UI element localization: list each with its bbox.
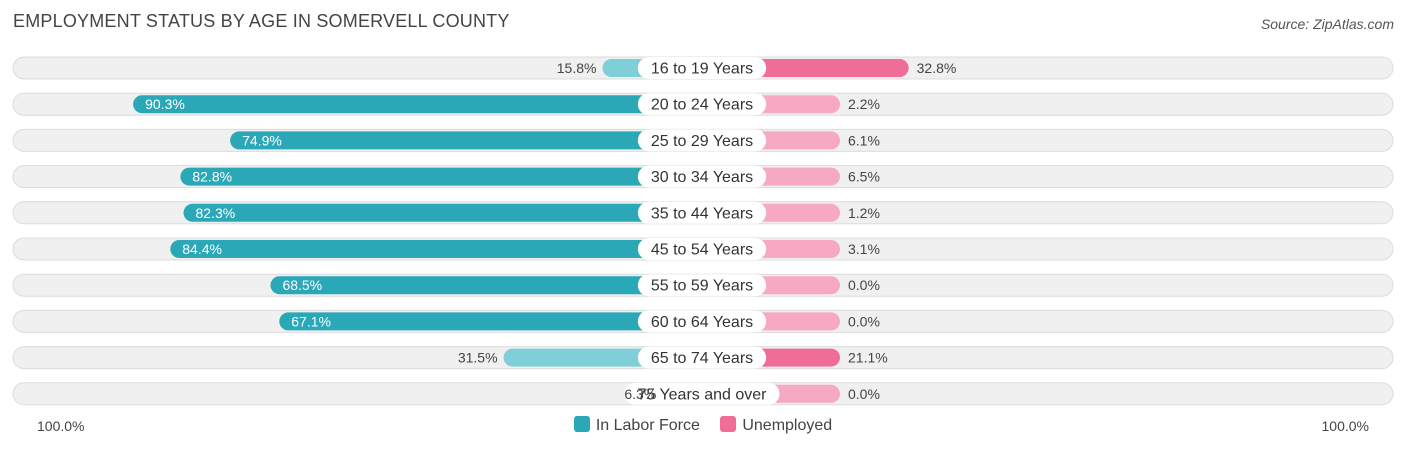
legend-swatch-labor [573, 416, 590, 432]
source-credit: Source: ZipAtlas.com [1260, 16, 1394, 32]
bar-labor-force [180, 167, 713, 186]
value-label-unemployed: 0.0% [848, 386, 880, 402]
category-label: 55 to 59 Years [651, 278, 753, 295]
category-label: 20 to 24 Years [651, 97, 753, 114]
value-label-labor-force: 15.8% [557, 60, 597, 76]
value-label-labor-force: 6.3% [624, 386, 656, 402]
value-label-labor-force: 90.3% [145, 96, 185, 112]
value-label-unemployed: 2.2% [848, 96, 880, 112]
value-label-unemployed: 21.1% [848, 350, 888, 366]
category-label: 25 to 29 Years [651, 133, 753, 150]
category-label: 75 Years and over [638, 386, 768, 403]
category-pill [637, 57, 767, 79]
value-label-labor-force: 82.8% [192, 169, 232, 185]
bar-labor-force [183, 203, 712, 222]
value-label-labor-force: 84.4% [182, 241, 222, 257]
bar-labor-force [270, 276, 712, 295]
legend-item-unemployed[interactable]: Unemployed [720, 416, 832, 435]
value-label-labor-force: 67.1% [291, 313, 331, 329]
legend-label-unemployed: Unemployed [742, 417, 833, 434]
value-label-unemployed: 0.0% [848, 313, 880, 329]
chart-title: EMPLOYMENT STATUS BY AGE IN SOMERVELL CO… [13, 11, 510, 31]
value-label-unemployed: 1.2% [848, 205, 880, 221]
axis-right-label: 100.0% [1321, 418, 1369, 434]
category-pill [637, 129, 767, 152]
category-pill [637, 201, 767, 224]
category-pill [637, 310, 767, 333]
category-label: 60 to 64 Years [651, 314, 753, 331]
value-label-labor-force: 31.5% [458, 350, 498, 366]
bar-labor-force [170, 240, 712, 258]
bar-labor-force [230, 131, 712, 150]
axis-left-label: 100.0% [37, 418, 85, 434]
legend-label-labor: In Labor Force [595, 417, 700, 434]
category-pill [637, 274, 767, 297]
bar-labor-force [133, 95, 713, 114]
category-label: 65 to 74 Years [651, 350, 753, 367]
value-label-unemployed: 32.8% [917, 60, 957, 76]
value-label-unemployed: 0.0% [848, 277, 880, 293]
category-label: 45 to 54 Years [651, 242, 753, 259]
category-pill [637, 165, 767, 188]
legend-item-labor[interactable]: In Labor Force [573, 416, 700, 435]
legend-swatch-unemployed [720, 416, 737, 432]
category-pill [637, 346, 767, 369]
value-label-labor-force: 68.5% [282, 277, 322, 293]
category-label: 16 to 19 Years [651, 61, 753, 78]
value-label-unemployed: 6.1% [848, 132, 880, 148]
legend: In Labor Force Unemployed [0, 416, 1406, 435]
value-label-unemployed: 6.5% [848, 169, 880, 185]
bar-labor-force [279, 312, 712, 331]
category-pill [637, 93, 767, 116]
category-label: 35 to 44 Years [651, 205, 753, 222]
value-label-unemployed: 3.1% [848, 241, 880, 257]
category-label: 30 to 34 Years [651, 169, 753, 186]
category-pill [624, 382, 780, 405]
category-pill [637, 238, 767, 260]
value-label-labor-force: 74.9% [242, 132, 282, 148]
value-label-labor-force: 82.3% [196, 205, 236, 221]
